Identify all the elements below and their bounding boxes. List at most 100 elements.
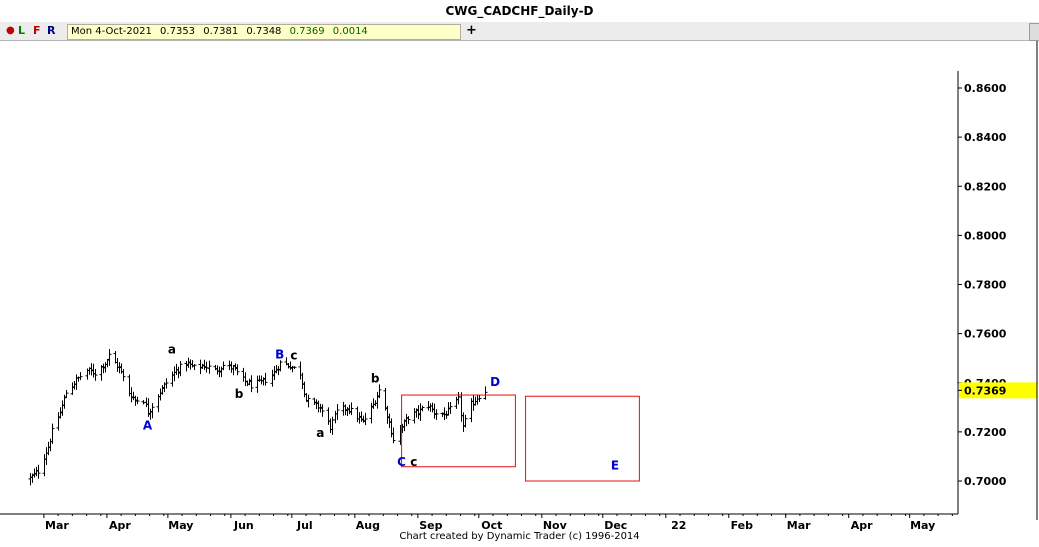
x-tick-label: Jul: [296, 519, 313, 532]
ohlc-bar: [241, 367, 246, 382]
button-R[interactable]: R: [47, 24, 56, 37]
ohlc-bar: [28, 473, 33, 486]
ohlc-bar: [215, 365, 220, 375]
ohlc-bar: [320, 404, 325, 417]
ohlc-bar: [74, 374, 79, 390]
x-tick-label: 22: [671, 519, 686, 532]
ohlc-bar: [343, 404, 348, 416]
ohlc-bar: [72, 380, 77, 390]
ohlc-bar: [131, 391, 136, 401]
ohlc-bar: [430, 402, 435, 413]
toolbar-end-button[interactable]: [1029, 23, 1039, 41]
quote-open: 0.7353: [160, 26, 196, 37]
ohlc-bar: [272, 366, 277, 380]
ohlc-bar: [247, 378, 252, 386]
ohlc-bar: [459, 392, 464, 422]
wave-label: A: [143, 419, 153, 433]
last-price-label: 0.7369: [964, 384, 1006, 397]
ohlc-bar: [245, 380, 250, 387]
ohlc-bar: [34, 466, 39, 477]
ohlc-bar: [259, 375, 264, 385]
ohlc-bar: [333, 410, 338, 424]
ohlc-bar: [261, 377, 266, 386]
ohlc-bars: [28, 349, 488, 486]
ohlc-bar: [229, 361, 234, 373]
y-tick-label: 0.7000: [964, 475, 1007, 488]
x-tick-label: May: [168, 519, 193, 532]
ohlc-bar: [270, 369, 275, 387]
ohlc-bar: [115, 357, 120, 372]
ohlc-bar: [46, 441, 51, 456]
ohlc-bar: [78, 372, 83, 381]
ohlc-bar: [107, 349, 112, 366]
quote-date: Mon 4-Oct-2021: [71, 26, 152, 37]
wave-label: C: [397, 455, 406, 469]
ohlc-bar: [178, 361, 183, 377]
ohlc-bar: [314, 399, 319, 409]
wave-label: B: [275, 348, 284, 362]
ohlc-bar: [369, 402, 374, 424]
ohlc-bar: [335, 404, 340, 421]
ohlc-bar: [192, 364, 197, 371]
button-F[interactable]: F: [33, 24, 41, 37]
ohlc-bar: [377, 384, 382, 398]
ohlc-bar: [304, 393, 309, 402]
x-tick-label: Dec: [604, 519, 627, 532]
ohlc-bar: [44, 447, 49, 466]
x-tick-label: Aug: [356, 519, 380, 532]
y-tick-label: 0.8600: [964, 82, 1007, 95]
ohlc-bar: [312, 397, 317, 405]
ohlc-bar: [186, 357, 191, 368]
record-dot-icon[interactable]: ●: [6, 25, 15, 36]
ohlc-bar: [375, 391, 380, 409]
ohlc-bar: [64, 389, 69, 398]
ohlc-bar: [357, 412, 362, 424]
ohlc-bar: [420, 405, 425, 412]
ohlc-bar: [144, 397, 149, 408]
x-tick-label: Mar: [45, 519, 69, 532]
ohlc-bar: [302, 381, 307, 398]
wave-label: a: [168, 343, 176, 357]
quote-change: 0.0014: [332, 26, 368, 37]
ohlc-bar: [328, 418, 333, 433]
ohlc-bar: [347, 404, 352, 415]
ohlc-bar: [406, 416, 411, 425]
ohlc-bar: [202, 359, 207, 370]
chart-credit: Chart created by Dynamic Trader (c) 1996…: [399, 531, 640, 542]
ohlc-bar: [36, 464, 41, 479]
wave-labels: Aa b B c a b C c D E: [143, 343, 619, 473]
button-L[interactable]: L: [18, 24, 26, 37]
ohlc-bar: [32, 468, 37, 478]
ohlc-bar: [456, 391, 461, 405]
add-button[interactable]: +: [466, 23, 477, 38]
ohlc-bar: [50, 423, 55, 444]
ohlc-bar: [391, 427, 396, 444]
ohlc-bar: [418, 403, 423, 422]
ohlc-bar: [60, 400, 65, 416]
ohlc-bar: [448, 402, 453, 415]
y-tick-label: 0.7600: [964, 328, 1007, 341]
ohlc-bar: [243, 372, 248, 387]
quote-high: 0.7381: [203, 26, 239, 37]
ohlc-bar: [150, 403, 155, 419]
wave-label: c: [290, 349, 297, 363]
x-axis: Mar Apr May Jun Jul Aug Sep Oct Nov Dec 22 Feb Mar Ap…: [43, 514, 953, 532]
y-tick-label: 0.8400: [964, 131, 1007, 144]
ohlc-bar: [428, 403, 433, 412]
quote-bar: Mon 4-Oct-2021 0.7353 0.7381 0.7348 0.73…: [67, 24, 461, 40]
ohlc-bar: [89, 363, 94, 376]
ohlc-bar: [48, 438, 53, 452]
ohlc-bar: [93, 369, 98, 381]
ohlc-bar: [306, 394, 311, 408]
ohlc-bar: [385, 405, 390, 424]
ohlc-bar: [292, 366, 297, 370]
y-tick-label: 0.7200: [964, 426, 1007, 439]
x-tick-label: Mar: [787, 519, 811, 532]
wave-label: b: [235, 387, 244, 401]
ohlc-bar: [345, 407, 350, 417]
ohlc-bar: [341, 401, 346, 416]
ohlc-bar: [135, 396, 140, 405]
ohlc-bar: [146, 398, 151, 417]
ohlc-bar: [42, 454, 47, 477]
